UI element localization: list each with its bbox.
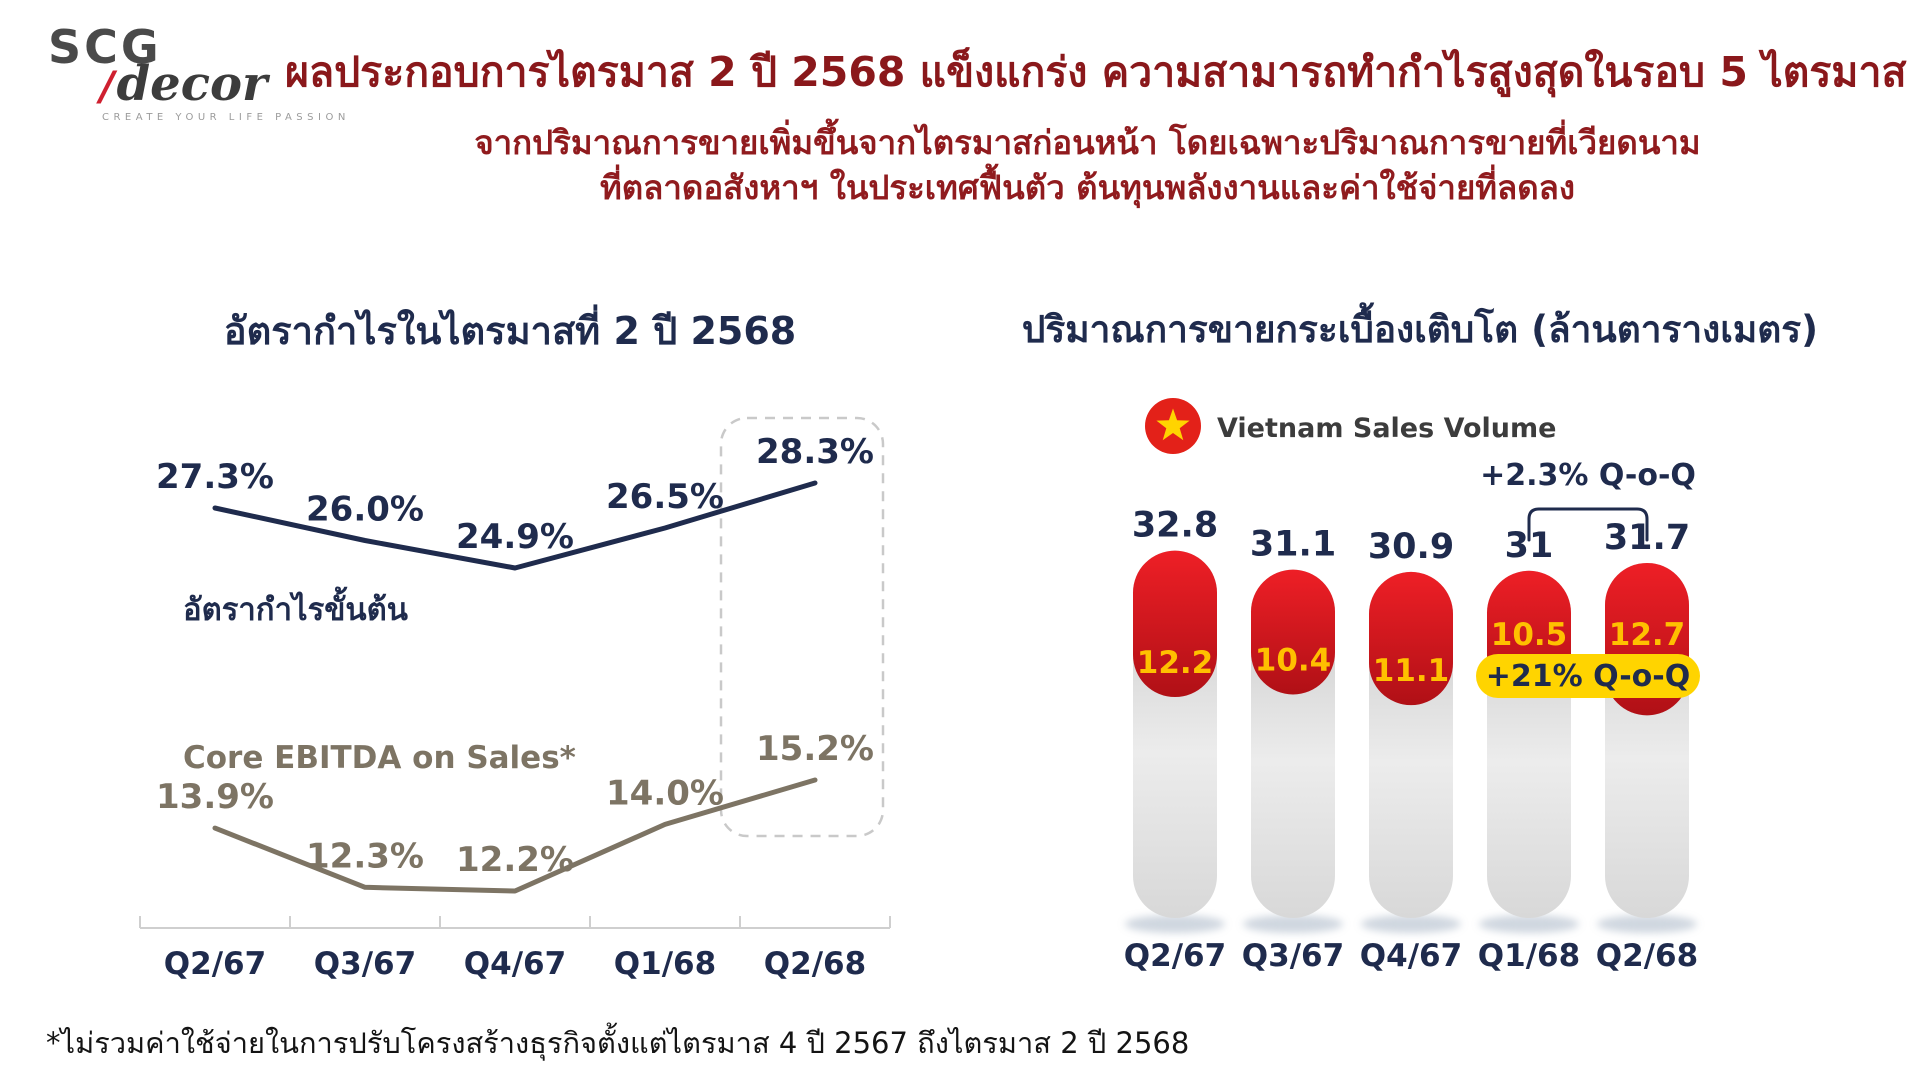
footnote: *ไม่รวมค่าใช้จ่ายในการปรับโครงสร้างธุรกิ… (46, 1026, 1190, 1060)
svg-text:Q4/67: Q4/67 (1360, 938, 1462, 974)
svg-text:Vietnam Sales Volume: Vietnam Sales Volume (1217, 413, 1556, 444)
slide-subtitle-line2: ที่ตลาดอสังหาฯ ในประเทศฟื้นตัว ต้นทุนพลั… (599, 167, 1576, 207)
svg-text:Q1/68: Q1/68 (1478, 938, 1580, 974)
svg-text:24.9%: 24.9% (456, 517, 574, 557)
logo-red-slash: / (100, 64, 115, 110)
svg-text:Core EBITDA on Sales*: Core EBITDA on Sales* (183, 740, 576, 776)
slide-header: ผลประกอบการไตรมาส 2 ปี 2568 แข็งแกร่ง คว… (285, 40, 1907, 210)
logo-tagline: CREATE YOUR LIFE PASSION (102, 112, 350, 123)
svg-text:26.0%: 26.0% (306, 490, 424, 530)
svg-text:12.7: 12.7 (1609, 617, 1686, 653)
margin-chart-panel: อัตรากำไรในไตรมาสที่ 2 ปี 2568 27.3% 26.0… (115, 300, 905, 982)
svg-text:13.9%: 13.9% (156, 777, 274, 817)
svg-text:11.1: 11.1 (1373, 653, 1450, 689)
svg-text:+2.3% Q-o-Q: +2.3% Q-o-Q (1480, 458, 1696, 493)
svg-text:10.5: 10.5 (1491, 617, 1568, 653)
svg-text:Q4/67: Q4/67 (464, 946, 566, 982)
svg-text:30.9: 30.9 (1368, 527, 1454, 567)
volume-bar-chart: Vietnam Sales Volume 32.8 12.2 Q2/67 31.1 10.… (1124, 398, 1700, 974)
svg-text:Q2/68: Q2/68 (1596, 938, 1698, 974)
svg-text:26.5%: 26.5% (606, 477, 724, 517)
svg-text:12.3%: 12.3% (306, 836, 424, 876)
margin-chart-title: อัตรากำไรในไตรมาสที่ 2 ปี 2568 (223, 309, 797, 353)
svg-text:12.2%: 12.2% (456, 840, 574, 880)
logo-scg-text: SCG (48, 20, 162, 74)
svg-text:14.0%: 14.0% (606, 773, 724, 813)
svg-text:อัตรากำไรขั้นต้น: อัตรากำไรขั้นต้น (183, 586, 408, 628)
volume-chart-title: ปริมาณการขายกระเบื้องเติบโต (ล้านตารางเม… (1021, 308, 1819, 351)
logo-decor-text: decor (116, 56, 268, 112)
logo-decor-row: /decor (100, 60, 298, 108)
svg-text:28.3%: 28.3% (756, 432, 874, 472)
slide-title: ผลประกอบการไตรมาส 2 ปี 2568 แข็งแกร่ง คว… (285, 48, 1907, 96)
svg-text:Q1/68: Q1/68 (614, 946, 716, 982)
svg-text:12.2: 12.2 (1137, 645, 1214, 681)
svg-text:Q3/67: Q3/67 (1242, 938, 1344, 974)
svg-text:10.4: 10.4 (1255, 642, 1332, 678)
svg-text:31.1: 31.1 (1250, 525, 1336, 565)
slide-subtitle: จากปริมาณการขายเพิ่มขึ้นจากไตรมาสก่อนหน้… (285, 121, 1890, 210)
svg-text:Q2/68: Q2/68 (764, 946, 866, 982)
svg-text:Q3/67: Q3/67 (314, 946, 416, 982)
svg-text:+21% Q-o-Q: +21% Q-o-Q (1486, 659, 1690, 694)
svg-text:32.8: 32.8 (1132, 506, 1218, 546)
margin-line-chart: 27.3% 26.0% 24.9% 26.5% 28.3% 13.9% 12.3% 12.2%… (139, 416, 891, 982)
svg-text:15.2%: 15.2% (756, 729, 874, 769)
slide-subtitle-line1: จากปริมาณการขายเพิ่มขึ้นจากไตรมาสก่อนหน้… (474, 123, 1701, 162)
svg-text:Q2/67: Q2/67 (1124, 938, 1226, 974)
scg-decor-logo: SCG /decor CREATE YOUR LIFE PASSION (48, 20, 350, 123)
svg-text:Q2/67: Q2/67 (164, 946, 266, 982)
svg-text:27.3%: 27.3% (156, 457, 274, 497)
vietnam-flag-icon (1145, 398, 1201, 454)
